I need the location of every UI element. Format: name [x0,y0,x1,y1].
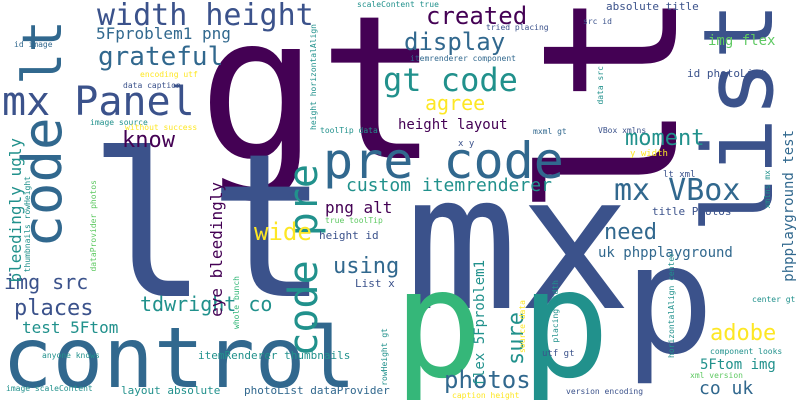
word-absolute-title: absolute title [606,0,699,13]
word-xmlns-mx: xmlns mx [763,170,772,209]
word-phpplayground-test: phpplayground test [781,130,797,282]
word-true-tooltip: true toolTip [325,216,383,225]
word-center-gt: center gt [752,295,796,304]
word-need: need [604,220,657,245]
word-scalecontent-true: scaleContent true [357,0,439,9]
word-image-scalecontent: image scaleContent [6,384,93,393]
word-p-2: p [520,238,611,400]
word-moment: moment [625,126,705,151]
word-x-y: x y [458,139,475,149]
word-placing-width: placing width [551,280,560,343]
word-caption-height: caption height [452,391,520,400]
word-image-source: image source [90,118,148,127]
word-data-src: data src [596,66,605,105]
word-bleedingly-ugly: bleedingly ugly [6,138,25,283]
word-using: using [333,254,400,279]
word-height-layout: height layout [398,117,508,133]
word-itemrenderer-component: itemrenderer component [410,54,516,63]
word-code-pre: code pre [281,164,327,357]
word-png-alt: png alt [325,198,393,217]
word-grateful: grateful [98,42,224,72]
word-eye-bleedingly: eye bleedingly [207,182,226,317]
word-pre-code: pre code [323,132,564,190]
word-utf-gt: utf gt [542,349,575,359]
word-gt: gt [198,0,439,206]
word-data-caption: data caption [123,81,181,90]
word-flex-5fproblem1: flex 5Fproblem1 [472,260,488,387]
word-source-data: source data [518,300,527,353]
word-p-1: p [393,238,484,400]
word-control: control [2,309,357,400]
word-adobe: adobe [710,321,777,346]
word-tried-placing: tried placing [486,23,549,32]
word-uk-phpplayground: uk phpplayground [598,245,733,261]
word-custom-itemrenderer: custom itemrenderer [346,175,552,196]
word-gt-code: gt code [383,61,518,99]
word-co-uk: co uk [699,378,754,399]
word-without-success: without success [125,123,198,132]
word-thumbnails-rowheight: thumbnails rowHeight [23,176,32,273]
word-title-photos: title Photos [652,205,732,218]
word-mx-panel: mx Panel [2,79,195,125]
word-id-photolist: id photoList [687,67,767,80]
word-version-encoding: version encoding [566,387,644,396]
word-created: created [426,2,528,30]
word-img-src: img src [4,270,89,294]
word-tooltip-data: toolTip data [320,126,378,135]
word-y-width: y width [630,149,668,159]
word-agree: agree [425,91,486,115]
word-wide: wide [254,218,312,246]
word-anyone-knows: anyone knows [42,351,100,360]
word-5fproblem1-png: 5Fproblem1 png [96,24,231,43]
word-width-height: width height [97,0,314,33]
word-itemrenderer-thumbnails: itemRenderer thumbnails [198,349,351,362]
word-places: places [14,296,94,321]
word-encoding-utf: encoding utf [140,70,198,79]
word-dataprovider-photos: dataProvider photos [89,180,98,272]
word-xml-version: xml version [690,371,743,380]
word-rowheight-gt: rowHeight gt [380,328,389,386]
word-layout-absolute: layout absolute [121,384,221,397]
word-test-5ftom: test 5Ftom [22,318,119,337]
word-vbox-xmlns: VBox xmlns [598,126,647,135]
word-mx: mx [405,134,632,353]
word-know: know [122,128,175,153]
word-mxml-gt: mxml gt [533,127,567,136]
word-id-image: id image [14,40,53,49]
word-horizontalalign-center: horizontalAlign center [667,252,676,358]
word-photos: photos [444,366,531,394]
word-tdwright-co: tdwright co [140,292,273,316]
word-height-horizontalalign: height horizontalAlign [309,24,318,130]
word-lt: lt [88,111,329,344]
word-display: display [404,28,506,56]
word-src-id: src id [583,17,612,26]
word-component-looks: component looks [710,347,783,356]
word-list-x: List x [355,277,395,290]
word-lt-xml: lt xml [663,170,696,180]
word-5ftom-img: 5Ftom img [700,357,776,373]
word-height-id: height id [319,229,379,242]
word-p-3: p [624,214,715,388]
word-img-flex: img flex [708,33,776,49]
word-whole-bunch: whole bunch [232,276,241,329]
word-photolist-dataprovider: photoList dataProvider [244,384,390,397]
word-mx-vbox: mx VBox [614,173,741,208]
